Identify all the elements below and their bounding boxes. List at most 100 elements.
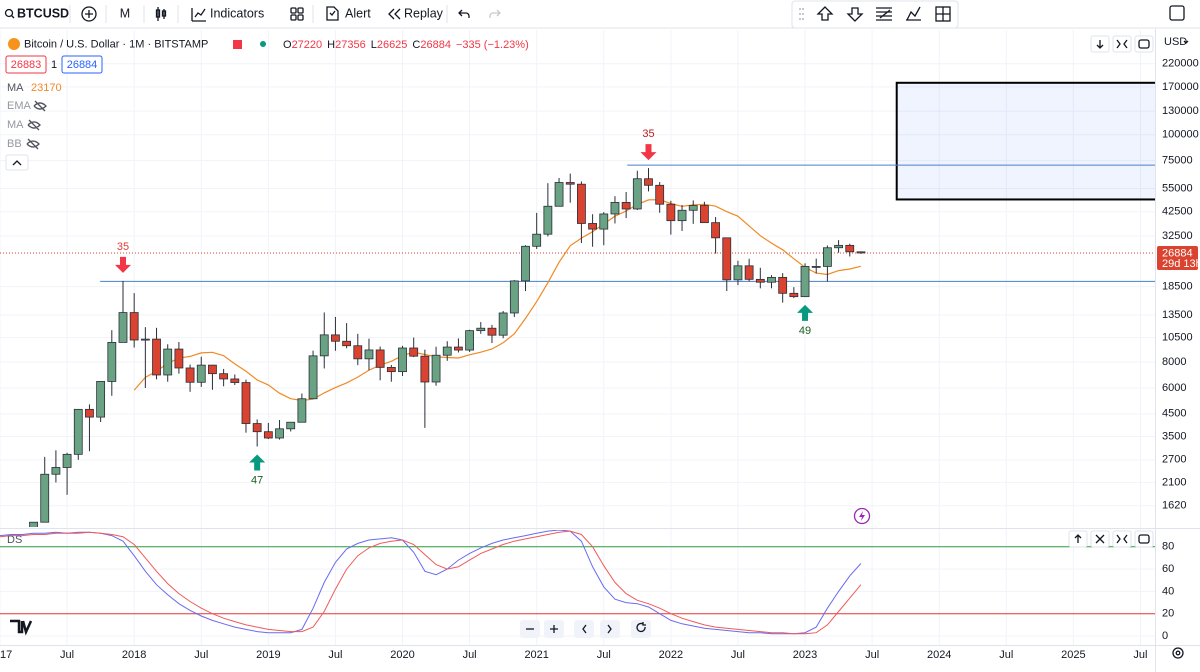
layout-button[interactable]	[1169, 5, 1185, 21]
arrow-down-tool[interactable]	[846, 7, 864, 22]
ohlc-key: O	[283, 39, 292, 51]
ask-box[interactable]	[61, 55, 103, 74]
currency-dropdown[interactable]	[1183, 40, 1189, 44]
y-tick-label: 40	[1162, 585, 1174, 597]
candle-body	[353, 345, 363, 360]
bid[interactable]: 26883	[11, 59, 42, 71]
candle-body	[29, 521, 38, 527]
compare-button[interactable]	[81, 6, 97, 22]
candle-body	[655, 184, 665, 205]
tv-logo[interactable]	[10, 619, 33, 636]
x-tick-label: Jul	[597, 649, 611, 661]
candle-body	[96, 381, 106, 418]
signal-arrow	[797, 304, 814, 321]
y-tick-label: 13500	[1162, 309, 1193, 321]
x-tick-label: Jul	[60, 649, 74, 661]
pane-buttons[interactable]	[1090, 35, 1154, 53]
lightning-button[interactable]	[853, 507, 871, 525]
x-tick-label: 17	[0, 649, 12, 661]
ask[interactable]: 26884	[67, 59, 98, 71]
settings-button[interactable]	[1172, 647, 1184, 659]
x-tick-label: 2025	[1061, 649, 1085, 661]
signal-arrow	[114, 256, 131, 273]
fib-tool[interactable]	[876, 7, 892, 21]
y-tick-label: 1620	[1162, 500, 1186, 512]
candle-body	[811, 266, 821, 268]
redo-button[interactable]	[489, 9, 501, 18]
candle-body	[755, 278, 765, 283]
symbol-search[interactable]: BTCUSD	[4, 6, 70, 20]
ohlc-key: H	[327, 39, 335, 51]
x-tick-label: 2018	[122, 649, 146, 661]
signal-label: 35	[642, 128, 654, 140]
candle-body	[789, 292, 799, 298]
market-status	[233, 40, 242, 49]
replay-button[interactable]: Replay	[388, 6, 444, 20]
candle-body	[62, 453, 72, 468]
candle-body	[409, 347, 419, 357]
indicator-name[interactable]: BB	[7, 138, 22, 150]
x-tick-label: Jul	[999, 649, 1013, 661]
collapse-icon	[12, 160, 22, 166]
indicator-name[interactable]: EMA	[7, 100, 32, 112]
indicator-name[interactable]: MA	[7, 82, 24, 94]
indicators-button[interactable]: Indicators	[191, 6, 264, 22]
toolbar	[0, 0, 1200, 28]
candle-body	[800, 266, 810, 298]
candle-body	[509, 280, 519, 314]
arrow-up-tool[interactable]	[816, 6, 834, 21]
ohlc-value: 27356	[335, 39, 366, 51]
symbol[interactable]: BTCUSD	[17, 6, 69, 20]
drag-handle[interactable]	[799, 8, 804, 20]
moving-average	[133, 199, 862, 402]
candle-body	[465, 330, 475, 351]
indicator-name[interactable]: MA	[7, 119, 24, 131]
ohlc-value: 26625	[377, 39, 408, 51]
candle-body	[275, 428, 284, 439]
pattern-tool[interactable]	[906, 6, 921, 21]
candle-body	[118, 312, 128, 343]
candle-body	[577, 183, 586, 224]
live-dot	[260, 41, 266, 47]
alert-label[interactable]: Alert	[345, 6, 371, 20]
currency[interactable]: USD	[1164, 36, 1187, 48]
symbol-title: Bitcoin / U.S. Dollar · 1M · BITSTAMP	[24, 38, 208, 50]
y-tick-label: 8000	[1162, 356, 1186, 368]
y-tick-label: 80	[1162, 541, 1174, 553]
y-tick-label: 75000	[1162, 154, 1193, 166]
y-tick-label: 6000	[1162, 382, 1186, 394]
interval[interactable]: M	[120, 6, 130, 20]
candle-body	[40, 473, 50, 523]
hidden-eye-icons[interactable]	[26, 100, 47, 150]
y-tick-label: 130000	[1162, 105, 1199, 117]
candle-body	[230, 378, 240, 383]
range-box	[895, 81, 1155, 201]
templates-button[interactable]	[290, 7, 304, 21]
chart-type-button[interactable]	[155, 7, 167, 21]
alert-button[interactable]: Alert	[326, 6, 371, 21]
candle-body	[744, 265, 754, 280]
indicators-label[interactable]: Indicators	[210, 6, 264, 20]
replay-label[interactable]: Replay	[404, 6, 444, 20]
ohlc-value: 26884	[420, 39, 451, 51]
candle-body	[599, 213, 609, 230]
x-tick-label: 2023	[793, 649, 817, 661]
bid-box[interactable]	[5, 55, 47, 74]
candle-body	[532, 233, 542, 247]
candle-body	[219, 373, 229, 380]
indicator-value: 23170	[31, 82, 62, 94]
candle-body	[431, 354, 441, 383]
undo-button[interactable]	[458, 9, 470, 18]
navigation-buttons[interactable]	[520, 620, 651, 638]
collapse-legend[interactable]	[5, 154, 29, 171]
main-pane: 35 35 47 49	[0, 81, 1155, 527]
candle-body	[487, 327, 497, 336]
y-tick-label: 18500	[1162, 280, 1193, 292]
oscillator-buttons[interactable]	[1068, 530, 1154, 548]
price-change: −335 (−1.23%)	[456, 39, 529, 51]
box-tool-cross	[936, 7, 950, 21]
candle-body	[554, 182, 564, 207]
candle-body	[521, 245, 530, 282]
signal-label: 47	[251, 474, 263, 486]
